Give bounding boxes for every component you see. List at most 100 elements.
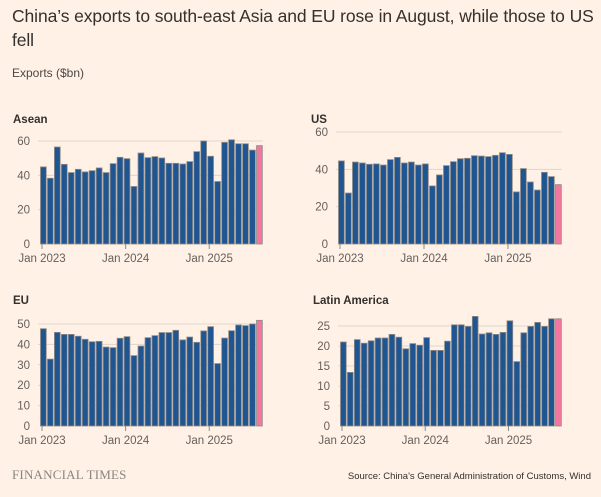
latin-america-bar [492, 333, 500, 427]
latin-america-bar [464, 325, 472, 427]
latin-america-bar [444, 340, 451, 427]
eu-bar [158, 332, 166, 427]
eu-bar [214, 363, 221, 427]
eu-bar [256, 319, 263, 427]
eu-bar [102, 346, 110, 427]
us-y-tick-label: 40 [315, 164, 328, 176]
eu-y-tick-label: 30 [17, 360, 30, 372]
latin-america-bar [513, 361, 521, 427]
us-y-tick-label: 20 [315, 202, 328, 214]
asean-bar [249, 149, 256, 245]
latin-america-y-tick-label: 20 [317, 341, 330, 353]
latin-america-bar [430, 349, 437, 427]
eu-bar [193, 341, 200, 427]
us-bar [499, 152, 506, 245]
us-bar [394, 156, 401, 245]
eu-x-tick-label: Jan 2024 [102, 435, 150, 447]
eu-bar [61, 334, 68, 427]
us-x-tick-label: Jan 2025 [484, 253, 531, 265]
asean-bar [186, 161, 194, 245]
latin-america-bar [437, 349, 444, 427]
asean-bar [242, 143, 249, 245]
asean-bar [214, 181, 221, 245]
eu-bar [116, 337, 124, 427]
source-note: Source: China's General Administration o… [347, 471, 591, 482]
eu-bar [137, 345, 145, 427]
us-bar [338, 160, 345, 245]
latin-america-bar [485, 332, 493, 427]
us-bar [429, 185, 436, 245]
latin-america-bar [478, 333, 486, 427]
eu-bar [207, 326, 214, 427]
asean-bar [144, 157, 152, 245]
us-bar [366, 163, 373, 245]
us-bar [408, 161, 415, 245]
eu-bar [74, 335, 82, 427]
latin-america-bar [374, 337, 382, 427]
eu-bar [151, 335, 159, 427]
latin-america-bar [388, 333, 396, 427]
asean-bar [228, 139, 235, 245]
asean-bar [193, 151, 200, 245]
asean-bar [221, 141, 228, 245]
us-bar [401, 162, 408, 245]
latin-america-y-tick-label: 5 [324, 401, 330, 413]
eu-bar [172, 329, 180, 427]
eu-y-tick-label: 0 [24, 421, 30, 433]
asean-bar [67, 172, 75, 245]
asean-bar [109, 163, 117, 245]
latin-america-bar [548, 318, 555, 427]
latin-america-bar [402, 348, 410, 427]
asean-bar [102, 172, 110, 245]
us-bar [527, 181, 534, 245]
latin-america-bar [541, 325, 548, 427]
eu-bar [88, 341, 96, 427]
us-bar [485, 156, 492, 245]
latin-america-bar [527, 325, 534, 427]
latin-america-bar [423, 337, 430, 427]
latin-america-y-tick-label: 10 [317, 381, 330, 393]
eu-y-tick-label: 10 [17, 401, 30, 413]
asean-bar [172, 162, 180, 245]
latin-america-y-tick-label: 25 [317, 321, 330, 333]
asean-bar [137, 152, 145, 245]
asean-bar [158, 157, 166, 245]
eu-bar [235, 324, 242, 427]
latin-america-bar [347, 371, 354, 427]
us-bar [478, 155, 485, 245]
latin-america-title: Latin America [313, 295, 389, 307]
us-bar [548, 176, 555, 245]
chart-title: China’s exports to south-east Asia and E… [12, 6, 594, 50]
eu-bar [54, 331, 61, 427]
eu-bar [179, 339, 187, 427]
asean-bar [61, 163, 68, 245]
eu-y-tick-label: 50 [17, 319, 30, 331]
asean-bar [235, 143, 242, 245]
us-bar [415, 164, 422, 245]
asean-bar [165, 162, 173, 245]
eu-x-tick-label: Jan 2023 [18, 435, 65, 447]
asean-bar [81, 171, 89, 245]
asean-bar [47, 177, 54, 245]
asean-bar [207, 155, 214, 245]
eu-bar [47, 358, 54, 427]
eu-bar [130, 355, 138, 427]
us-title: US [311, 114, 327, 126]
latin-america-bar [395, 336, 403, 427]
asean-bar [88, 170, 96, 245]
latin-america-bar [471, 315, 479, 427]
us-bar [464, 157, 471, 245]
eu-bar [81, 338, 89, 427]
latin-america-bar [506, 320, 514, 427]
latin-america-bar [367, 340, 375, 427]
latin-america-bar [451, 324, 458, 427]
eu-bar [109, 347, 117, 427]
asean-title: Asean [13, 114, 48, 126]
latin-america-bar [520, 332, 528, 427]
eu-bar [144, 337, 152, 427]
us-x-tick-label: Jan 2023 [316, 253, 363, 265]
asean-bar [179, 163, 187, 245]
us-bar [520, 168, 527, 245]
